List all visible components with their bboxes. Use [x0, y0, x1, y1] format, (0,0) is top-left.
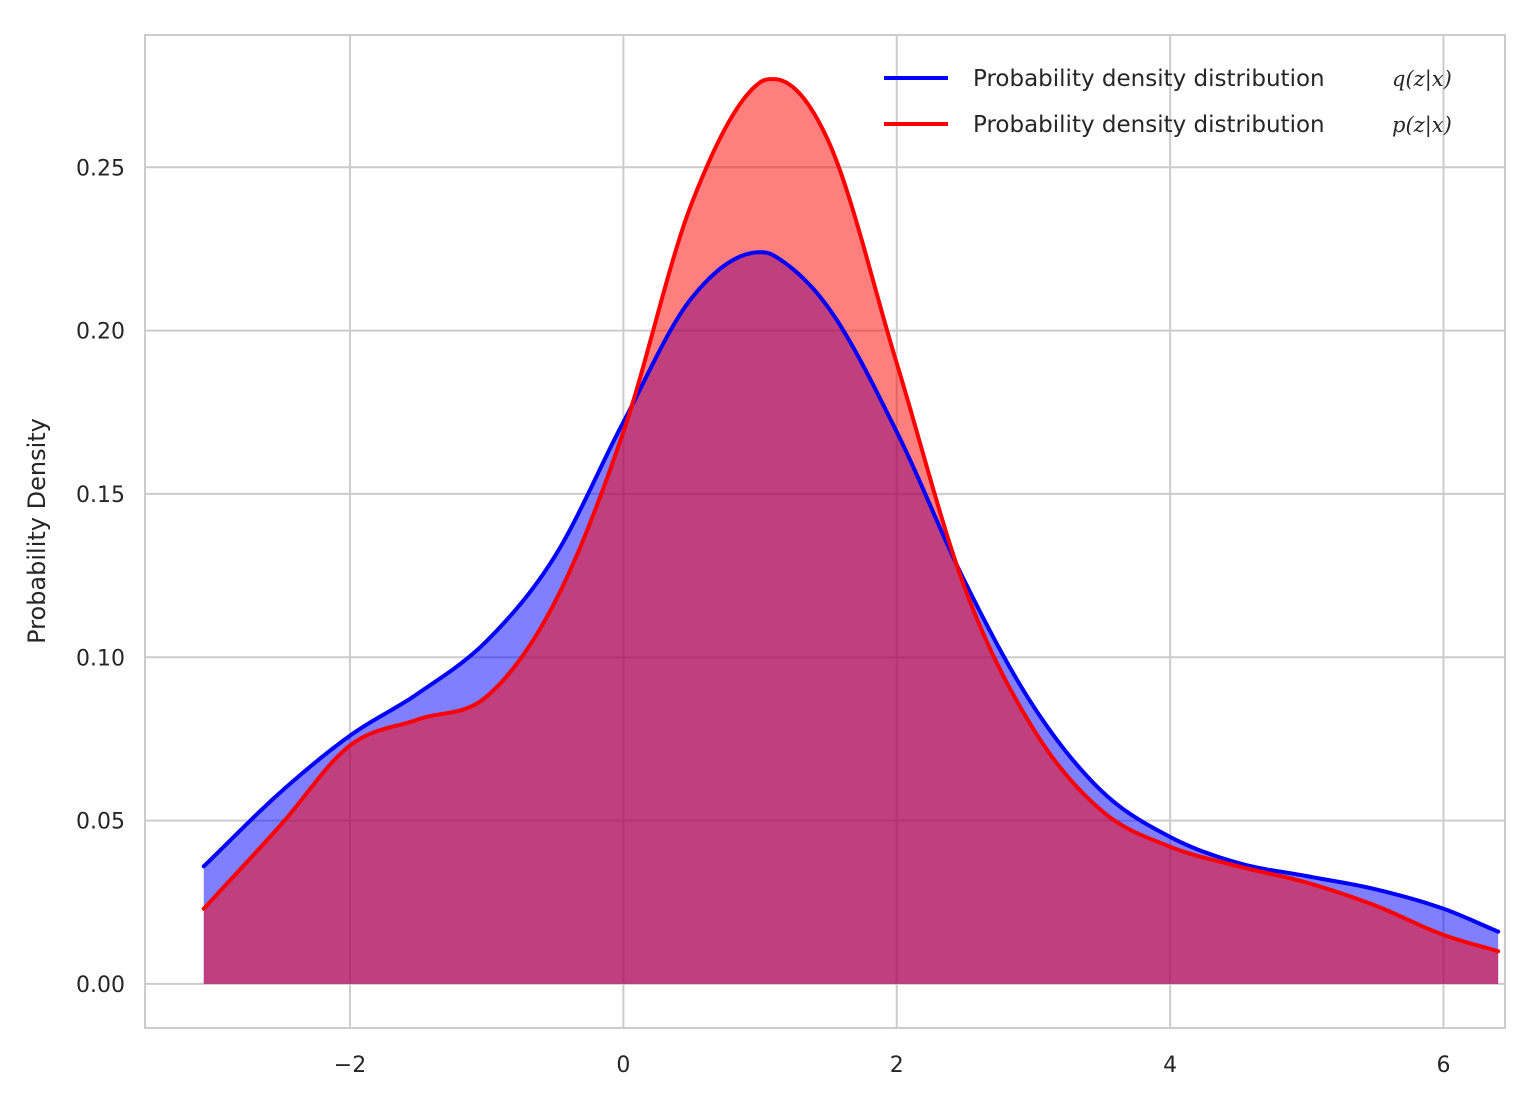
legend-label-0: Probability density distribution — [973, 66, 1325, 92]
x-tick-labels: −2 0 2 4 6 — [334, 1053, 1451, 1078]
density-fills — [203, 79, 1499, 984]
y-tick-label-2: 0.10 — [76, 646, 125, 671]
y-tick-label-5: 0.25 — [76, 156, 125, 181]
legend-math-1: p(z|x) — [1392, 113, 1452, 138]
density-lines — [201, 77, 1501, 954]
x-tick-label-1: 0 — [616, 1053, 630, 1078]
x-tick-label-4: 6 — [1436, 1053, 1450, 1078]
series-line-1 — [201, 77, 1501, 954]
legend: Probability density distribution q(z|x) Pr… — [884, 66, 1452, 138]
legend-math-0: q(z|x) — [1392, 67, 1452, 92]
x-tick-label-0: −2 — [334, 1053, 366, 1078]
legend-label-1: Probability density distribution — [973, 112, 1325, 138]
y-tick-labels: 0.00 0.05 0.10 0.15 0.20 0.25 — [76, 156, 125, 998]
plot-frame — [144, 34, 1506, 1029]
y-tick-label-4: 0.20 — [76, 320, 125, 345]
y-tick-label-1: 0.05 — [76, 810, 125, 835]
y-axis-label: Probability Density — [23, 418, 51, 644]
x-tick-label-3: 4 — [1163, 1053, 1177, 1078]
x-tick-label-2: 2 — [890, 1053, 904, 1078]
series-area-1 — [203, 79, 1499, 984]
y-tick-label-0: 0.00 — [76, 973, 125, 998]
y-tick-label-3: 0.15 — [76, 483, 125, 508]
series-line-0 — [201, 250, 1501, 934]
